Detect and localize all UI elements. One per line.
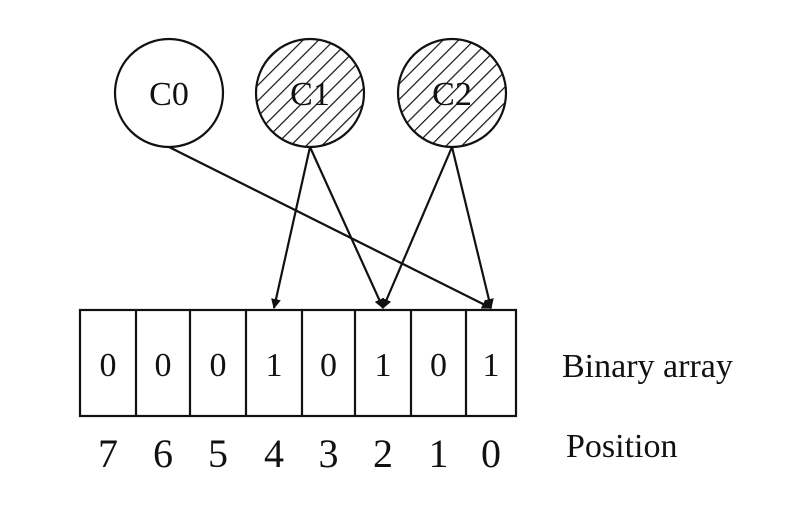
bit-value-pos-7: 0 <box>100 347 117 384</box>
node-c0-circle <box>113 37 225 149</box>
arrow-c2-to-pos-0 <box>450 146 494 309</box>
edges <box>168 146 494 309</box>
node-c0-label: C0 <box>149 76 189 113</box>
bit-value-pos-3: 0 <box>320 347 337 384</box>
bit-value-pos-6: 0 <box>155 347 172 384</box>
position-number-5: 5 <box>208 431 228 476</box>
array-outline <box>78 308 518 418</box>
bit-value-pos-0: 1 <box>483 347 500 384</box>
position-number-6: 6 <box>153 431 173 476</box>
position-label: Position <box>566 428 677 465</box>
bit-value-pos-5: 0 <box>210 347 227 384</box>
node-c2: C2 <box>396 37 508 149</box>
node-c2-circle <box>396 37 508 149</box>
node-c1-circle <box>254 37 366 149</box>
position-number-0: 0 <box>481 431 501 476</box>
node-c1-label: C1 <box>290 76 330 113</box>
position-number-4: 4 <box>264 431 284 476</box>
arrow-c2-to-pos-2 <box>381 146 454 309</box>
arrow-c1-to-pos-4 <box>271 146 312 309</box>
position-number-2: 2 <box>373 431 393 476</box>
binary-array-label: Binary array <box>562 348 733 385</box>
bit-value-pos-2: 1 <box>375 347 392 384</box>
arrow-c1-to-pos-2 <box>308 146 385 309</box>
arrow-c0-to-pos-0 <box>168 146 492 309</box>
position-number-7: 7 <box>98 431 118 476</box>
position-number-3: 3 <box>319 431 339 476</box>
node-c2-label: C2 <box>432 76 472 113</box>
position-number-1: 1 <box>429 431 449 476</box>
node-c1: C1 <box>254 37 366 149</box>
bit-value-pos-1: 0 <box>430 347 447 384</box>
bit-value-pos-4: 1 <box>266 347 283 384</box>
node-c0: C0 <box>113 37 225 149</box>
